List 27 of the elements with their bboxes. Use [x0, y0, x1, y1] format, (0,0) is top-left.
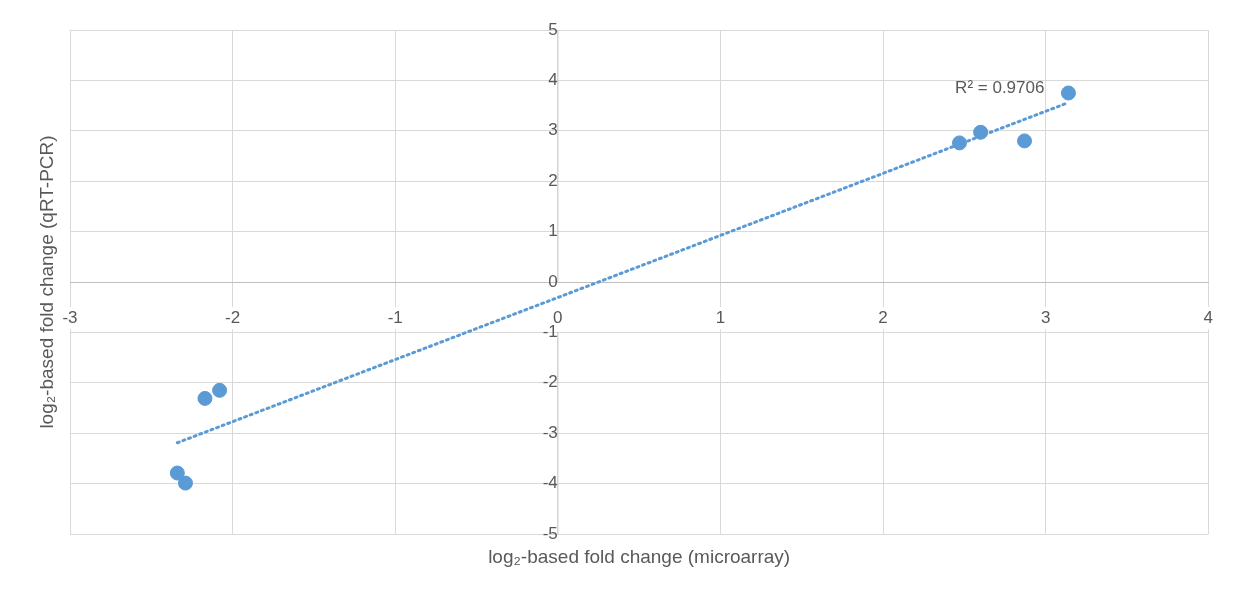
- y-tick-label: -4: [542, 473, 558, 493]
- y-tick-label: -2: [542, 372, 558, 392]
- y-axis-title: log₂-based fold change (qRT-PCR): [36, 135, 58, 429]
- point: [169, 465, 185, 481]
- y-tick-label: 3: [548, 120, 558, 140]
- y-tick-label: 1: [548, 221, 558, 241]
- y-tick-label: 4: [548, 70, 558, 90]
- x-tick-label: -1: [387, 307, 403, 327]
- point: [177, 475, 193, 491]
- x-tick-label: -3: [62, 307, 78, 327]
- x-tick-label: 4: [1203, 307, 1214, 327]
- y-tick-label: -3: [542, 422, 558, 442]
- point: [212, 382, 228, 398]
- y-tick-label: 0: [548, 271, 558, 291]
- x-tick-label: -2: [225, 307, 241, 327]
- x-axis-title: log₂-based fold change (microarray): [488, 546, 791, 568]
- y-tick-label: 2: [548, 170, 558, 190]
- x-tick-label: 2: [878, 307, 888, 327]
- point: [1017, 133, 1033, 149]
- x-tick-label: 3: [1040, 307, 1051, 327]
- x-tick-label: 1: [715, 307, 726, 327]
- y-tick-label: -1: [542, 322, 558, 342]
- point: [197, 390, 213, 406]
- y-tick-label: -5: [542, 523, 558, 543]
- point: [1060, 85, 1076, 101]
- annotation: R² = 0.9706: [955, 77, 1045, 97]
- y-tick-label: 5: [548, 19, 558, 39]
